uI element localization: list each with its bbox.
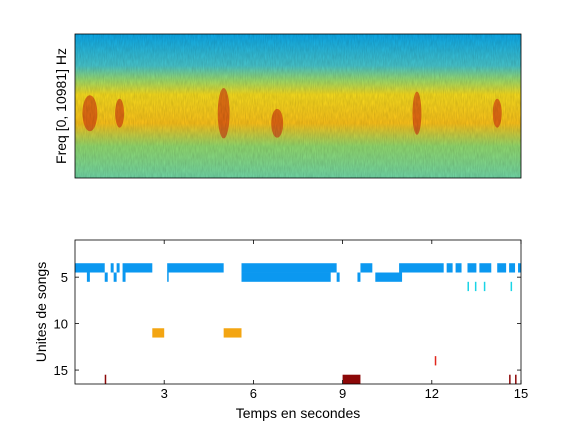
unit-segments	[75, 263, 521, 384]
unit-segment-11-4-0	[152, 328, 165, 338]
unit-segment-5-2-1	[113, 272, 117, 282]
y-tick-label-10: 10	[54, 317, 68, 332]
unit-segment-11-4-1	[223, 328, 242, 338]
unit-segment-4-0-8	[446, 263, 453, 273]
units-plot-area	[75, 240, 521, 384]
unit-segment-4-0-14	[518, 263, 521, 273]
unit-segment-4-0-11	[479, 263, 492, 273]
unit-segment-4-0-2	[116, 263, 120, 273]
unit-segment-4-0-1	[110, 263, 114, 273]
unit-segment-6-3-1	[474, 281, 477, 292]
unit-segment-5-2-3	[336, 272, 340, 282]
unit-segment-16-6-2	[509, 374, 511, 384]
unit-segment-4-0-10	[467, 263, 477, 273]
units-frame	[74, 239, 522, 385]
unit-segment-16-6-0	[104, 374, 107, 384]
spectrogram-noise	[75, 34, 521, 178]
y-tick-label-5: 5	[61, 270, 68, 285]
x-tick-label-12: 12	[425, 386, 439, 401]
unit-segment-4-0-6	[360, 263, 373, 273]
unit-segment-16-6-1	[342, 374, 361, 384]
spectrogram-panel: Freq [0, 10981] Hz	[53, 33, 522, 179]
unit-segment-4-0-3	[122, 263, 153, 273]
unit-segment-5-1-2	[241, 272, 331, 282]
unit-segment-5-1-4	[375, 272, 403, 282]
unit-segment-6-3-2	[483, 281, 486, 292]
unit-segment-4-0-12	[497, 263, 507, 273]
units-panel: 3 6 9 12 15 5 10 15 Temps en secondes Unites de…	[33, 239, 528, 421]
units-xlabel: Temps en secondes	[236, 405, 361, 421]
units-ylabel: Unites de songs	[33, 262, 49, 362]
unit-segment-5-1-3	[357, 272, 361, 282]
x-tick-label-15: 15	[514, 386, 528, 401]
unit-segment-4-0-13	[509, 263, 516, 273]
unit-segment-4-0-9	[455, 263, 462, 273]
spectrogram-ylabel: Freq [0, 10981] Hz	[53, 48, 69, 164]
unit-axis-ticks: 3 6 9 12 15 5 10 15	[54, 240, 528, 401]
y-tick-label-15: 15	[54, 363, 68, 378]
unit-segment-5-2-2	[167, 272, 169, 282]
unit-segment-4-0-0	[75, 263, 105, 273]
unit-segment-4-0-4	[167, 263, 224, 273]
unit-segment-14-5-0	[434, 356, 437, 366]
unit-segment-6-3-3	[510, 281, 513, 292]
unit-segment-16-6-3	[515, 374, 517, 384]
x-tick-label-3: 3	[161, 386, 168, 401]
spectrogram-frame	[74, 33, 522, 179]
x-tick-label-9: 9	[339, 386, 346, 401]
unit-segment-5-1-0	[104, 272, 108, 282]
unit-segment-5-2-0	[86, 272, 90, 282]
unit-segment-5-1-1	[122, 272, 126, 282]
unit-segment-4-0-7	[399, 263, 444, 273]
unit-segment-6-3-0	[467, 281, 469, 292]
x-tick-label-6: 6	[250, 386, 257, 401]
unit-segment-4-0-5	[241, 263, 337, 273]
